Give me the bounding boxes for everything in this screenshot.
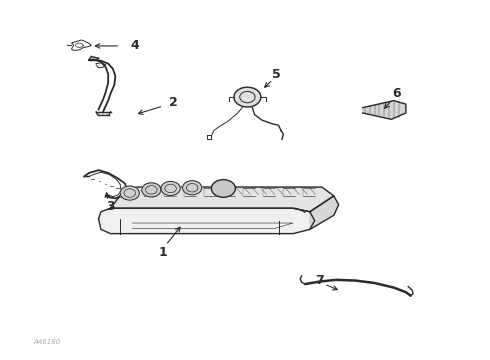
- Polygon shape: [363, 100, 406, 119]
- Circle shape: [120, 186, 139, 200]
- Text: 7: 7: [315, 274, 324, 287]
- Text: 4: 4: [130, 40, 139, 53]
- Text: 5: 5: [272, 68, 281, 81]
- Text: 6: 6: [392, 87, 401, 100]
- Text: A46180: A46180: [34, 339, 61, 345]
- Text: 3: 3: [106, 200, 115, 213]
- Circle shape: [183, 181, 202, 195]
- Text: 2: 2: [169, 96, 177, 109]
- Circle shape: [142, 183, 161, 197]
- Circle shape: [211, 180, 235, 197]
- Polygon shape: [98, 208, 315, 234]
- Circle shape: [234, 87, 261, 107]
- Circle shape: [161, 181, 180, 195]
- Text: 1: 1: [159, 246, 168, 259]
- Polygon shape: [310, 196, 339, 229]
- Polygon shape: [111, 187, 334, 212]
